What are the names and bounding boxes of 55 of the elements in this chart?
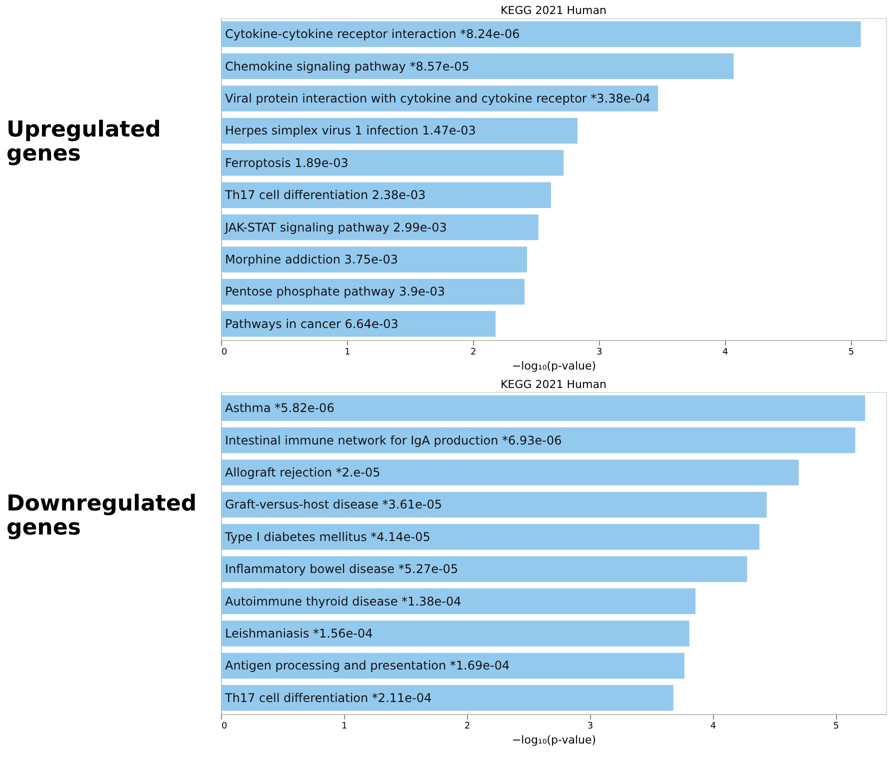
bar — [221, 652, 684, 679]
category-label: Allograft rejection *2.e-05 — [225, 466, 380, 480]
category-label: Intestinal immune network for IgA production *6.93e-06 — [225, 433, 562, 448]
bar — [221, 427, 856, 454]
category-label: Graft-versus-host disease *3.61e-05 — [225, 498, 442, 512]
x-tick-label: 4 — [710, 722, 716, 732]
category-label: Pathways in cancer 6.64e-03 — [225, 316, 398, 331]
bar — [221, 311, 496, 337]
category-label: Morphine addiction 3.75e-03 — [225, 252, 398, 266]
bar — [221, 588, 696, 614]
bar — [221, 620, 690, 646]
bar — [221, 182, 551, 208]
category-label: Type I diabetes mellitus *4.14e-05 — [225, 530, 430, 544]
x-axis-title: −log₁₀(p-value) — [512, 734, 596, 746]
x-tick-label: 5 — [833, 722, 839, 732]
category-label: Viral protein interaction with cytokine and cytokine receptor *3.38e-04 — [225, 92, 650, 106]
category-label: Th17 cell differentiation *2.11e-04 — [225, 690, 432, 705]
x-tick-label: 3 — [596, 348, 602, 358]
category-label: Autoimmune thyroid disease *1.38e-04 — [225, 594, 462, 608]
category-label: Cytokine-cytokine receptor interaction *8.24e-06 — [225, 27, 520, 42]
category-label: JAK-STAT signaling pathway 2.99e-03 — [225, 220, 447, 234]
bar — [221, 524, 760, 550]
bar — [221, 685, 674, 711]
bar — [221, 395, 866, 421]
x-tick-label: 0 — [222, 722, 228, 732]
bar — [221, 492, 767, 518]
chart-title: KEGG 2021 Human — [500, 4, 606, 17]
x-tick-label: 0 — [222, 348, 228, 358]
bar — [221, 21, 861, 47]
x-tick-label: 2 — [464, 722, 470, 732]
x-tick-label: 5 — [848, 348, 854, 358]
category-label: Th17 cell differentiation 2.38e-03 — [225, 188, 426, 202]
category-label: Asthma *5.82e-06 — [225, 401, 334, 416]
x-tick-label: 3 — [587, 722, 594, 732]
bar — [221, 53, 734, 80]
x-tick-label: 1 — [342, 722, 348, 732]
category-label: Pentose phosphate pathway 3.9e-03 — [225, 284, 446, 299]
category-label: Antigen processing and presentation *1.69e-04 — [225, 658, 510, 673]
bar — [221, 556, 748, 582]
bar — [221, 460, 799, 486]
chart-title: KEGG 2021 Human — [500, 378, 606, 391]
y-axis-title: Downregulated genes — [6, 492, 197, 540]
y-axis-title: Upregulated genes — [6, 118, 161, 166]
category-label: Inflammatory bowel disease *5.27e-05 — [225, 562, 458, 576]
x-axis-title: −log₁₀(p-value) — [512, 360, 596, 372]
category-label: Leishmaniasis *1.56e-04 — [225, 626, 373, 640]
category-label: Ferroptosis 1.89e-03 — [225, 156, 348, 170]
bar — [221, 150, 564, 176]
x-tick-label: 2 — [470, 348, 476, 358]
x-tick-label: 1 — [344, 348, 350, 358]
bar — [221, 118, 578, 144]
bar — [221, 246, 528, 272]
category-label: Chemokine signaling pathway *8.57e-05 — [225, 59, 470, 74]
category-label: Herpes simplex virus 1 infection 1.47e-03 — [225, 124, 476, 138]
x-tick-label: 4 — [722, 348, 728, 358]
